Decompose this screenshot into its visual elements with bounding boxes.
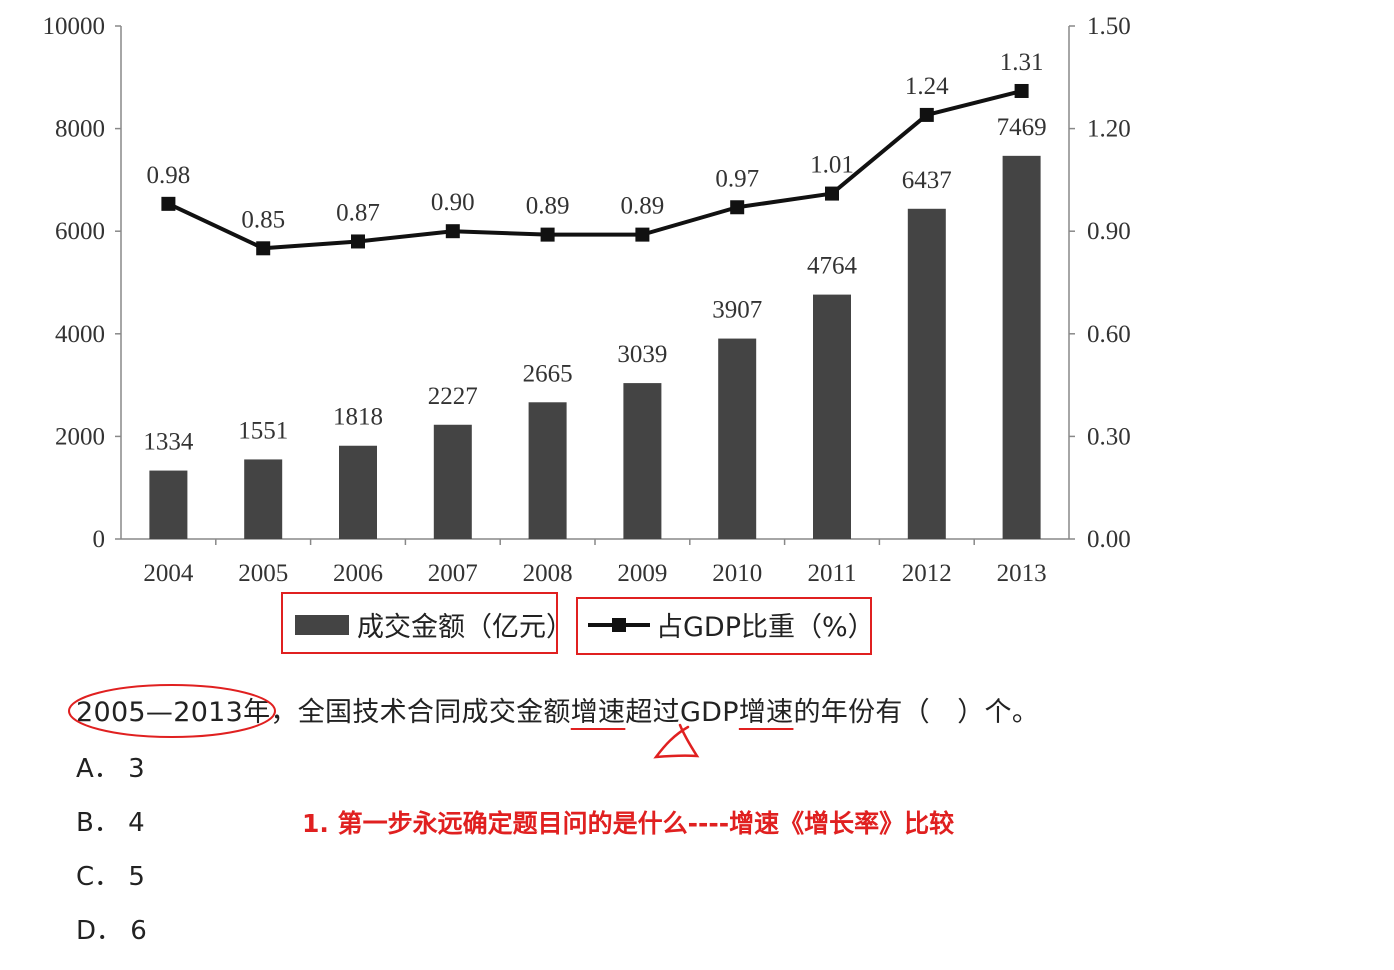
line-data-label: 0.89 xyxy=(526,193,570,220)
line-point-marker xyxy=(256,241,271,256)
annotation-note: 1. 第一步永远确定题目问的是什么----增速《增长率》比较 xyxy=(302,809,955,838)
line-data-label: 1.24 xyxy=(905,73,949,100)
bar xyxy=(244,459,283,539)
option-d[interactable]: D． 6 xyxy=(76,910,147,947)
y-right-tick-label: 1.20 xyxy=(1087,116,1131,143)
bar-data-label: 4764 xyxy=(807,253,858,280)
legend-line-swatch xyxy=(588,615,650,635)
option-b[interactable]: B． 4 xyxy=(76,802,145,839)
bar-data-labels: 1334 1551 1818 2227 2665 3039 3907 4764 6437 7469 xyxy=(143,114,1046,456)
combo-chart: 0 2000 4000 6000 8000 10000 0.00 0.30 0.60 0.90 1.… xyxy=(43,13,1131,587)
x-tick-label: 2008 xyxy=(523,560,573,587)
x-tick-label: 2013 xyxy=(997,560,1047,587)
line-point-marker xyxy=(445,224,460,239)
x-tick-label: 2004 xyxy=(143,560,194,587)
option-b-value: 4 xyxy=(128,808,145,838)
y-right-tick-label: 1.50 xyxy=(1087,13,1131,40)
bar xyxy=(433,424,472,539)
bar xyxy=(813,294,851,539)
line-series xyxy=(161,83,1029,256)
y-left-tick-label: 2000 xyxy=(55,423,105,450)
line-data-label: 1.01 xyxy=(810,152,854,179)
question-part1: 2005—2013年，全国技术合同成交金额 xyxy=(76,697,571,728)
bar xyxy=(1002,155,1041,539)
option-a[interactable]: A． 3 xyxy=(76,748,145,785)
y-right-tick-label: 0.60 xyxy=(1087,321,1131,348)
legend-bar-swatch xyxy=(295,614,349,635)
bar-data-label: 3907 xyxy=(712,297,762,324)
line-data-label: 1.31 xyxy=(1000,49,1044,76)
bar xyxy=(149,470,188,539)
legend-item-gdp: 占GDP比重（%） xyxy=(588,605,875,644)
line-point-marker xyxy=(351,234,365,249)
y-right-tick-label: 0.90 xyxy=(1087,218,1131,245)
line-point-marker xyxy=(161,196,176,211)
line-point-marker xyxy=(825,186,839,201)
bar xyxy=(623,383,662,539)
y-left-tick-label: 0 xyxy=(93,526,106,553)
line-point-marker xyxy=(1014,83,1029,98)
line-point-marker xyxy=(919,107,934,122)
y-left-tick-label: 6000 xyxy=(55,218,105,245)
bar xyxy=(339,445,377,539)
line-data-label: 0.90 xyxy=(431,189,475,216)
question-underline-2: 增速 xyxy=(738,697,794,728)
question-text: 2005—2013年，全国技术合同成交金额增速超过GDP增速的年份有（ ）个。 xyxy=(76,690,1039,729)
option-c-value: 5 xyxy=(128,862,145,892)
bar-data-label: 2227 xyxy=(428,383,478,410)
line-data-label: 0.85 xyxy=(241,206,285,233)
line-point-marker xyxy=(730,200,745,215)
bar-data-label: 1818 xyxy=(333,404,383,431)
line-data-labels: 0.98 0.85 0.87 0.90 0.89 0.89 0.97 1.01 1.24 1.31 xyxy=(147,49,1044,233)
x-tick-label: 2006 xyxy=(333,560,383,587)
y-left-tick-label: 4000 xyxy=(55,321,105,348)
option-d-letter: D． xyxy=(76,916,123,946)
y-left-tick-label: 10000 xyxy=(43,13,106,40)
line-data-label: 0.89 xyxy=(621,193,665,220)
option-a-value: 3 xyxy=(128,754,145,784)
option-c-letter: C． xyxy=(76,862,121,892)
line-point-marker xyxy=(635,227,650,242)
bar-data-label: 1334 xyxy=(143,429,194,456)
bar-data-label: 7469 xyxy=(997,114,1047,141)
legend-item-amount: 成交金额（亿元） xyxy=(295,605,573,644)
question-part2: 超过GDP xyxy=(625,697,739,728)
bar-series xyxy=(149,155,1041,539)
question-part3: 的年份有（ ）个。 xyxy=(793,697,1040,728)
bar-data-label: 1551 xyxy=(238,417,288,444)
bar-data-label: 6437 xyxy=(902,167,952,194)
legend-label-gdp: 占GDP比重（%） xyxy=(656,612,875,643)
line-data-label: 0.98 xyxy=(147,162,191,189)
x-tick-label: 2011 xyxy=(807,560,856,587)
x-tick-label: 2012 xyxy=(902,560,952,587)
option-c[interactable]: C． 5 xyxy=(76,856,145,893)
option-d-value: 6 xyxy=(130,916,147,946)
bar-data-label: 2665 xyxy=(523,360,573,387)
gdp-ratio-line xyxy=(167,89,1023,251)
question-underline-1: 增速 xyxy=(570,697,626,728)
bar-data-label: 3039 xyxy=(617,341,667,368)
y-right-tick-label: 0.30 xyxy=(1087,423,1131,450)
annotation-triangle xyxy=(653,723,700,759)
line-point-marker xyxy=(540,227,555,242)
line-data-label: 0.87 xyxy=(336,199,380,226)
option-a-letter: A． xyxy=(76,754,120,784)
legend-box-amount xyxy=(281,592,558,654)
option-b-letter: B． xyxy=(76,808,120,838)
line-data-label: 0.97 xyxy=(715,165,759,192)
bar xyxy=(907,208,946,539)
y-right-tick-label: 0.00 xyxy=(1087,526,1131,553)
y-left-tick-label: 8000 xyxy=(55,116,105,143)
bar xyxy=(718,338,757,539)
legend-box-gdp xyxy=(576,597,872,655)
chart-axes: 0 2000 4000 6000 8000 10000 0.00 0.30 0.60 0.90 1.… xyxy=(43,13,1131,587)
x-tick-label: 2005 xyxy=(238,560,288,587)
x-tick-label: 2010 xyxy=(712,560,762,587)
bar xyxy=(528,402,567,539)
x-tick-label: 2009 xyxy=(617,560,667,587)
x-tick-label: 2007 xyxy=(428,560,478,587)
legend-label-amount: 成交金额（亿元） xyxy=(357,612,573,643)
